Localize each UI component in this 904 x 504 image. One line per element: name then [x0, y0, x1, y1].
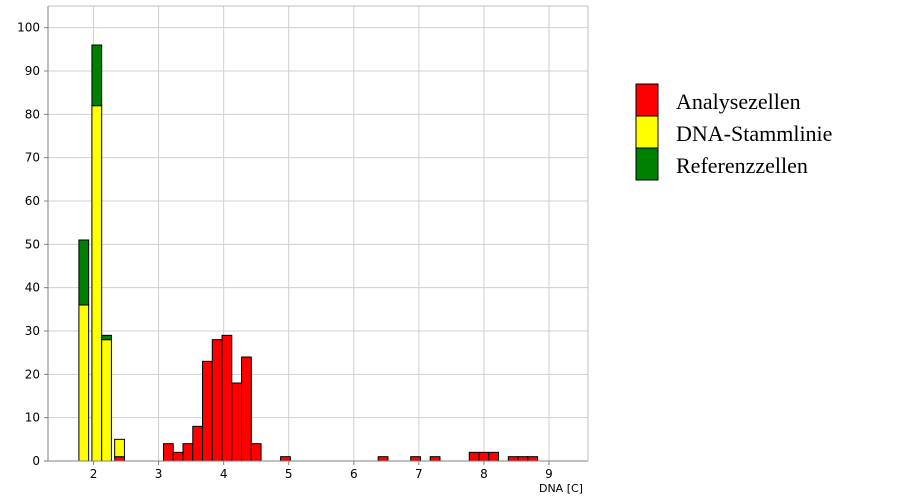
plot-background	[48, 6, 588, 461]
bar-analysezellen-0	[114, 456, 125, 462]
bar-dna-stammlinie-1	[91, 105, 103, 462]
bar-analysezellen-8	[231, 382, 243, 462]
bar-referenzzellen-2	[101, 334, 112, 341]
legend-label-1: DNA-Stammlinie	[676, 121, 832, 146]
plot-area	[48, 6, 588, 461]
bar-analysezellen-10	[250, 443, 262, 462]
legend-swatch-1	[635, 115, 659, 149]
y-tick-label-5: 50	[25, 237, 40, 251]
x-tick-label-6: 8	[480, 467, 488, 481]
legend: Analysezellen DNA-Stammlinie Referenzzelle…	[635, 83, 832, 181]
legend-label-2: Referenzzellen	[676, 153, 808, 178]
bar-analysezellen-12	[377, 456, 389, 462]
bar-analysezellen-11	[280, 456, 291, 462]
bar-analysezellen-18	[507, 456, 519, 462]
x-tick-label-1: 3	[155, 467, 163, 481]
bar-analysezellen-1	[162, 443, 174, 462]
bar-analysezellen-9	[241, 356, 252, 462]
legend-swatch-0	[635, 83, 659, 117]
bar-analysezellen-20	[527, 456, 539, 462]
legend-label-0: Analysezellen	[676, 89, 801, 114]
bar-analysezellen-7	[221, 334, 233, 462]
y-tick-label-9: 90	[25, 64, 40, 78]
x-tick-label-3: 5	[285, 467, 293, 481]
bar-analysezellen-3	[182, 443, 194, 462]
tick-labels: 0 10 20 30 40 50 60 70 80 90 100 2 3 4 5 6 7 8 9	[17, 21, 553, 481]
bar-analysezellen-15	[468, 451, 480, 462]
bar-dna-stammlinie-2	[101, 339, 112, 462]
x-tick-label-5: 7	[415, 467, 423, 481]
y-tick-label-10: 100	[17, 21, 40, 35]
bar-analysezellen-19	[517, 456, 529, 462]
bar-dna-stammlinie-3	[114, 438, 125, 458]
bar-referenzzellen-0	[78, 239, 90, 306]
bar-analysezellen-16	[478, 451, 490, 462]
y-tick-label-4: 40	[25, 281, 40, 295]
x-tick-label-4: 6	[350, 467, 358, 481]
y-tick-label-2: 20	[25, 367, 40, 381]
x-tick-label-7: 9	[545, 467, 553, 481]
bar-analysezellen-6	[211, 339, 223, 462]
bar-dna-stammlinie-0	[78, 304, 90, 462]
bar-analysezellen-13	[410, 456, 421, 462]
axes	[47, 5, 589, 462]
y-tick-label-0: 0	[32, 454, 40, 468]
bar-analysezellen-5	[202, 360, 213, 462]
bar-analysezellen-4	[192, 425, 204, 462]
y-tick-label-8: 80	[25, 107, 40, 121]
bar-analysezellen-17	[488, 451, 500, 462]
legend-swatch-2	[635, 147, 659, 181]
bar-analysezellen-14	[429, 456, 441, 462]
y-tick-label-1: 10	[25, 411, 40, 425]
x-tick-label-2: 4	[220, 467, 228, 481]
y-tick-label-3: 30	[25, 324, 40, 338]
bar-referenzzellen-1	[91, 44, 103, 107]
x-axis-label: DNA [C]	[539, 482, 583, 495]
x-tick-label-0: 2	[90, 467, 98, 481]
y-tick-label-7: 70	[25, 151, 40, 165]
bar-analysezellen-2	[172, 451, 184, 462]
y-tick-label-6: 60	[25, 194, 40, 208]
